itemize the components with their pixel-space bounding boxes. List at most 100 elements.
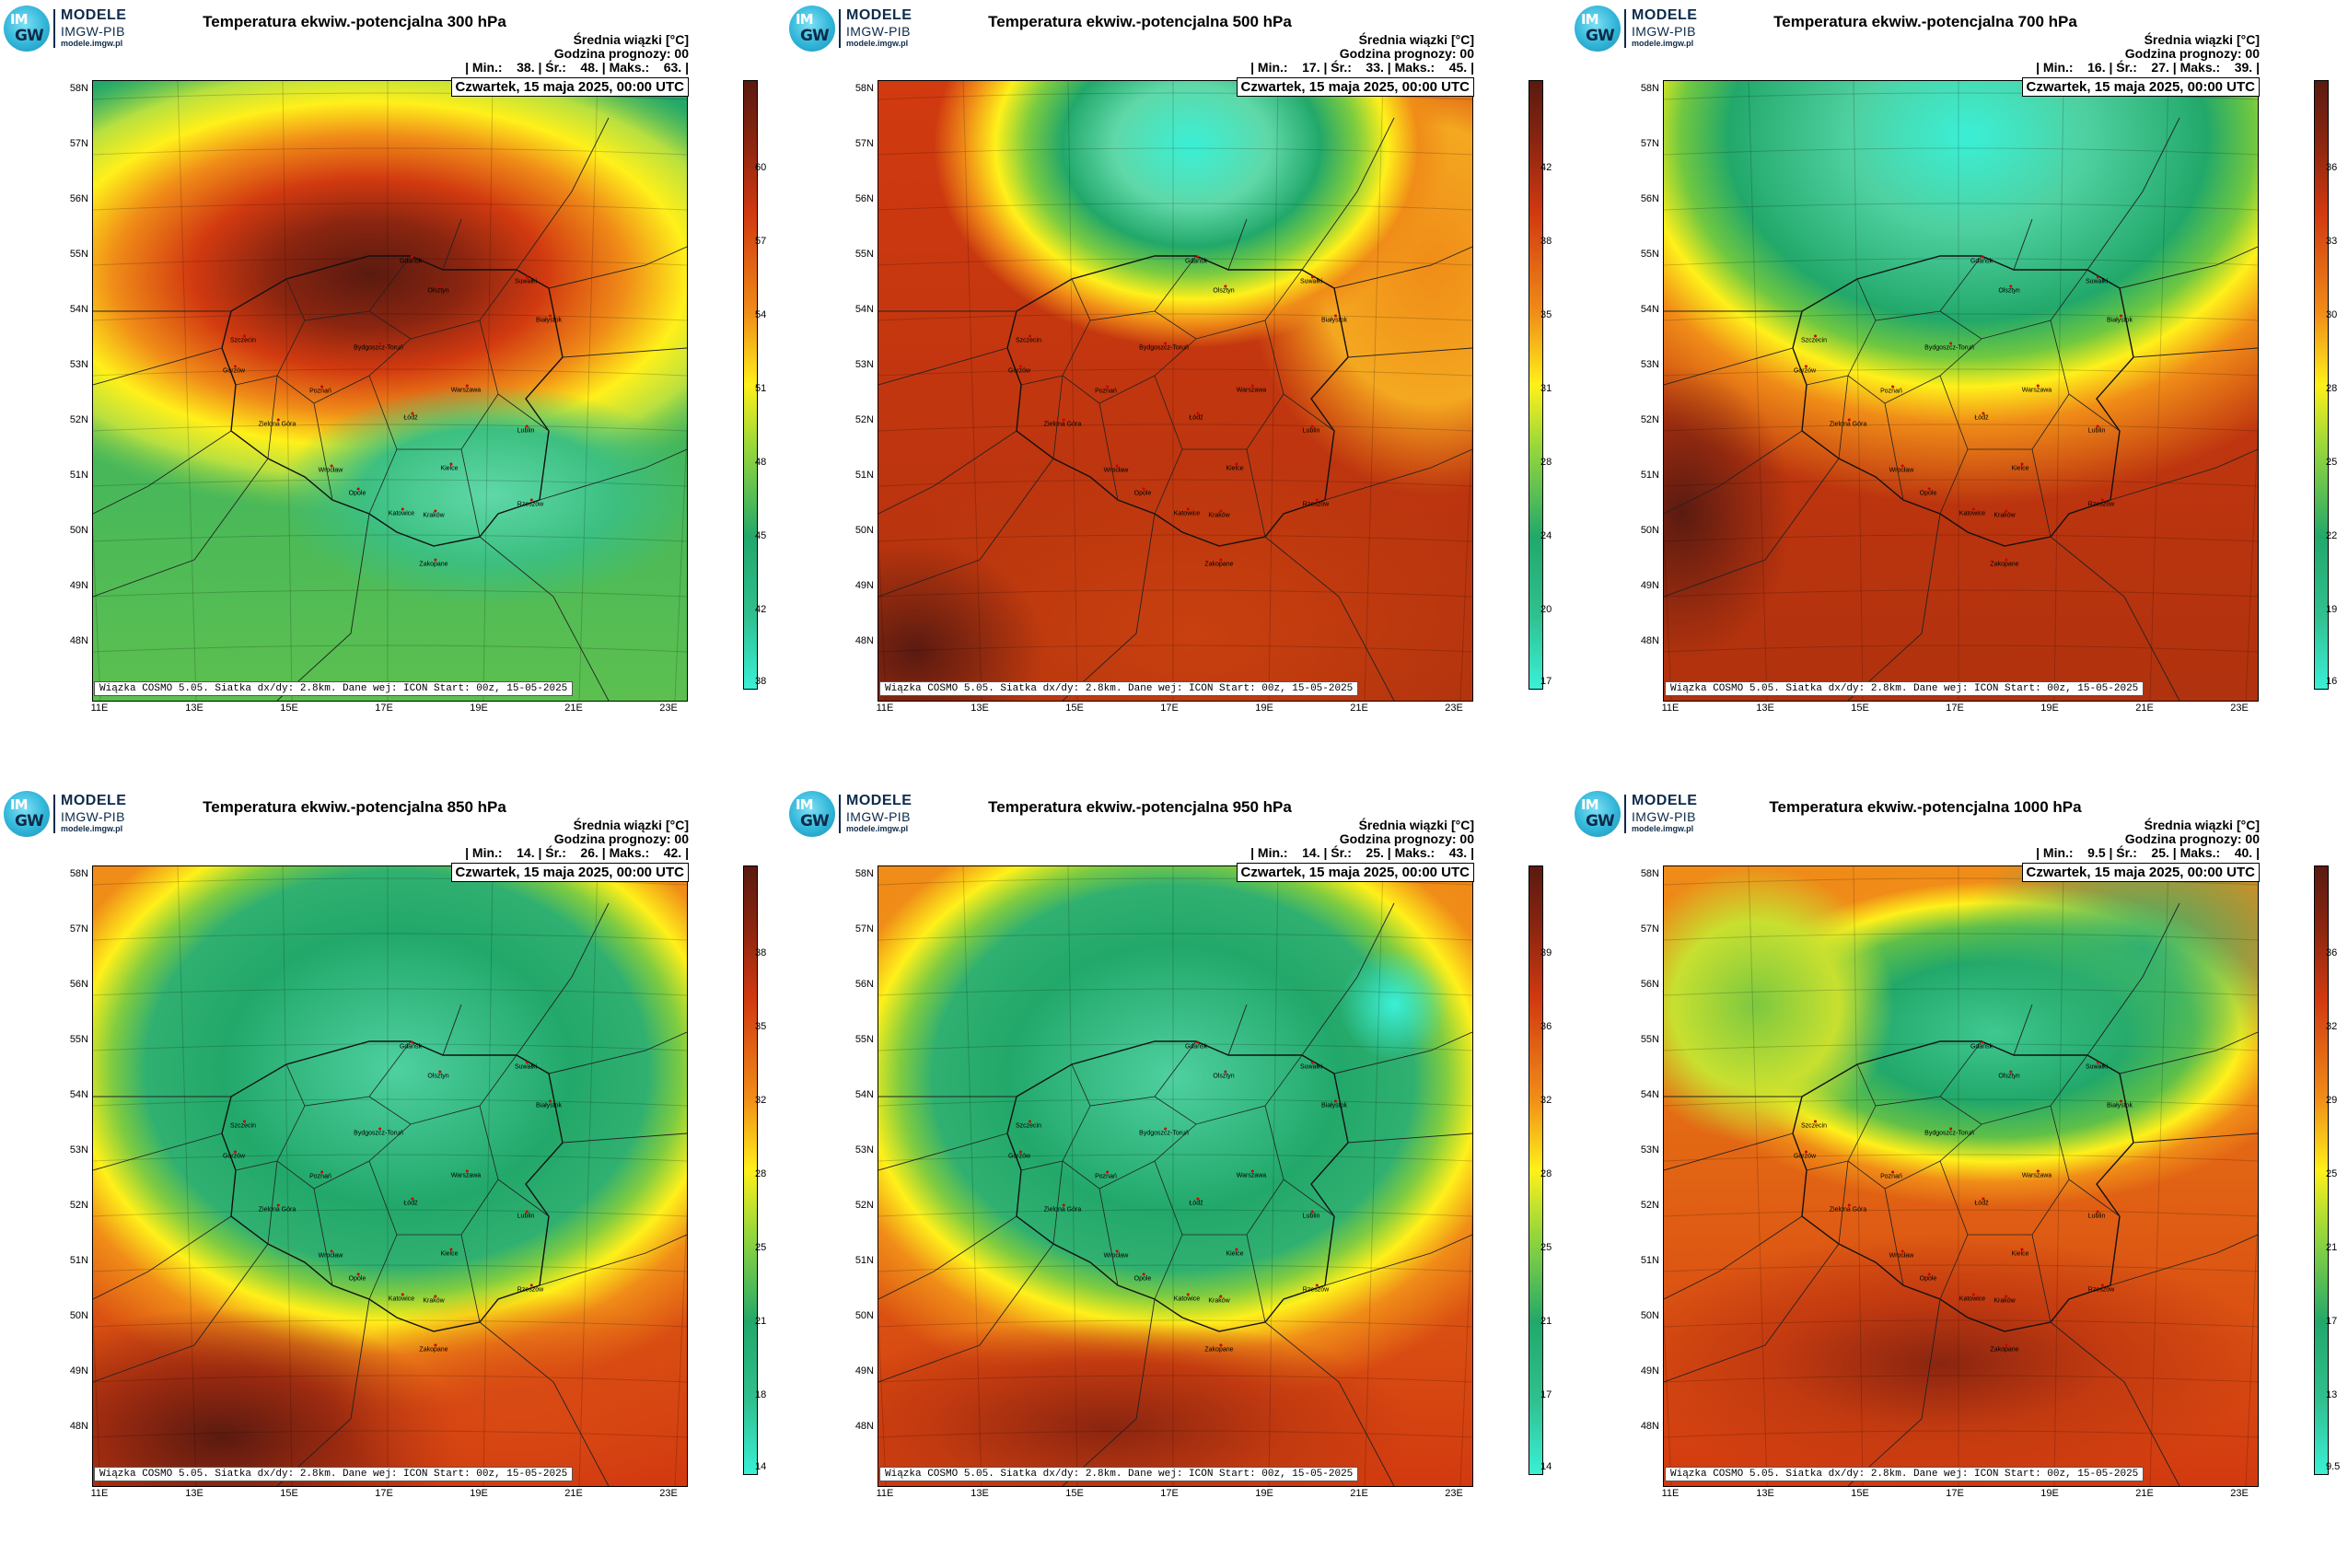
country-border	[878, 1243, 1054, 1383]
latitude-tick-label: 50N	[854, 525, 874, 536]
colorbar-tick-label: 14	[1540, 1461, 1552, 1472]
longitude-gridline	[482, 866, 494, 1486]
latitude-gridline	[1664, 368, 2258, 377]
poland-border	[221, 1040, 564, 1332]
city-label: Suwałki	[1299, 1061, 1323, 1071]
latitude-tick-label: 49N	[854, 1365, 874, 1376]
latitude-gridline	[1664, 589, 2258, 598]
voivodeship-border	[1806, 375, 1849, 386]
mean-label: Średnia wiązki [°C]	[573, 32, 689, 47]
latitude-gridline	[1664, 1430, 2258, 1438]
model-footer: Wiązka COSMO 5.05. Siatka dx/dy: 2.8km. …	[1665, 1467, 2145, 1481]
latitude-tick-label: 55N	[1640, 249, 1659, 260]
latitude-tick-label: 52N	[69, 1200, 88, 1211]
logo-subtitle: IMGW-PIB	[61, 24, 125, 39]
city-label: Zielona Góra	[1043, 418, 1082, 428]
city-label: Gdańsk	[1184, 255, 1208, 265]
longitude-tick-label: 11E	[876, 1488, 894, 1499]
city-label: Kielce	[2011, 1248, 2029, 1258]
latitude-tick-label: 58N	[69, 83, 88, 94]
voivodeship-border	[1154, 1234, 1183, 1300]
latitude-tick-label: 53N	[1640, 1144, 1659, 1156]
latitude-tick-label: 54N	[69, 1089, 88, 1100]
logo-url: modele.imgw.pl	[846, 824, 909, 833]
city-label: Warszawa	[450, 1169, 482, 1179]
imgw-logo-icon: IM GW	[1575, 6, 1621, 52]
colorbar-tick-label: 36	[2326, 947, 2338, 958]
longitude-tick-label: 19E	[470, 1488, 488, 1499]
city-label: Bydgoszcz-Toruń	[1924, 1127, 1974, 1137]
longitude-gridline	[1853, 81, 1864, 701]
temperature-map: Gdańsk Olsztyn Suwałki Białystok Szczecin Byd…	[92, 865, 688, 1487]
colorbar-tick-label: 32	[755, 1095, 767, 1106]
latitude-tick-label: 54N	[1640, 1089, 1659, 1100]
logo-subtitle: IMGW-PIB	[1632, 24, 1696, 39]
colorbar-tick-label: 33	[2326, 236, 2338, 247]
country-border	[1347, 1132, 1472, 1144]
voivodeship-border	[1939, 1054, 2088, 1125]
country-border	[93, 1215, 232, 1300]
longitude-gridline	[1459, 422, 1472, 701]
latitude-tick-label: 55N	[854, 1034, 874, 1045]
stats-line: | Min.: 14. | Śr.: 25. | Maks.: 43. |	[1250, 845, 1474, 860]
city-label: Wrocław	[1889, 1249, 1914, 1260]
longitude-tick-label: 21E	[2135, 703, 2154, 714]
latitude-tick-label: 55N	[69, 249, 88, 260]
longitude-tick-label: 15E	[1851, 703, 1869, 714]
country-border	[442, 218, 462, 271]
panel-title: Temperatura ekwiw.-potencjalna 1000 hPa	[1769, 798, 2082, 816]
city-label: Kraków	[423, 1295, 445, 1305]
country-border	[1062, 1298, 1156, 1486]
latitude-tick-label: 55N	[854, 249, 874, 260]
latitude-tick-label: 51N	[854, 470, 874, 481]
temperature-map: Gdańsk Olsztyn Suwałki Białystok Szczecin Byd…	[878, 865, 1473, 1487]
longitude-gridline	[482, 81, 494, 701]
latitude-gridline	[93, 933, 687, 941]
colorbar-tick-label: 25	[1540, 1242, 1552, 1253]
longitude-tick-label: 13E	[185, 1488, 203, 1499]
forecast-hour: Godzina prognozy: 00	[1339, 831, 1474, 846]
voivodeship-border	[235, 375, 278, 386]
latitude-tick-label: 54N	[854, 304, 874, 315]
latitude-gridline	[878, 1098, 1472, 1107]
latitude-gridline	[93, 424, 687, 432]
longitude-tick-label: 13E	[971, 703, 989, 714]
city-label: Rzeszów	[517, 1283, 544, 1294]
temperature-map: Gdańsk Olsztyn Suwałki Białystok Szczecin Byd…	[1663, 865, 2259, 1487]
latitude-tick-label: 54N	[1640, 304, 1659, 315]
colorbar-tick-label: 38	[755, 947, 767, 958]
date-label: Czwartek, 15 maja 2025, 00:00 UTC	[2021, 77, 2260, 97]
latitude-tick-label: 50N	[69, 1310, 88, 1321]
logo-subtitle: IMGW-PIB	[61, 809, 125, 824]
voivodeship-border	[313, 1188, 333, 1286]
latitude-tick-label: 51N	[69, 1255, 88, 1266]
city-label: Zakopane	[419, 1343, 448, 1353]
latitude-gridline	[1664, 147, 2258, 156]
city-label: Rzeszów	[517, 498, 544, 508]
map-field-svg	[1664, 866, 2258, 1486]
latitude-gridline	[93, 645, 687, 653]
colorbar-tick-label: 18	[755, 1389, 767, 1400]
latitude-tick-label: 58N	[69, 868, 88, 879]
latitude-gridline	[878, 203, 1472, 211]
country-border	[562, 1132, 687, 1144]
logo-subtitle: IMGW-PIB	[1632, 809, 1696, 824]
city-label: Bydgoszcz-Toruń	[1139, 1127, 1189, 1137]
voivodeship-border	[460, 1234, 481, 1323]
city-label: Poznań	[309, 385, 331, 395]
longitude-tick-label: 15E	[1851, 1488, 1869, 1499]
voivodeship-border	[2068, 1179, 2121, 1217]
city-label: Łódź	[1974, 1197, 1989, 1207]
latitude-gridline	[1664, 1264, 2258, 1272]
forecast-hour: Godzina prognozy: 00	[553, 46, 689, 61]
country-border	[1664, 1132, 1794, 1171]
city-label: Białystok	[1320, 314, 1348, 324]
colorbar-tick-label: 42	[1540, 162, 1552, 173]
voivodeship-border	[1098, 1188, 1119, 1286]
country-border	[2119, 246, 2258, 289]
longitude-tick-label: 21E	[564, 703, 583, 714]
latitude-tick-label: 50N	[1640, 525, 1659, 536]
longitude-tick-label: 17E	[1946, 1488, 1964, 1499]
country-border	[1227, 218, 1248, 271]
map-field-svg	[93, 81, 687, 701]
